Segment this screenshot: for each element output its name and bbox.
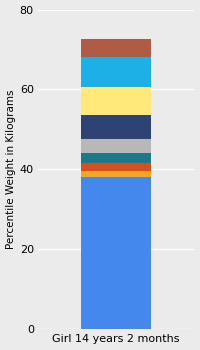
Y-axis label: Percentile Weight in Kilograms: Percentile Weight in Kilograms (6, 90, 16, 249)
Bar (81, 116, 151, 139)
Bar (81, 88, 151, 116)
Bar (81, 40, 151, 57)
Bar (81, 177, 151, 329)
Bar (81, 139, 151, 153)
Bar (81, 153, 151, 163)
Bar (81, 163, 151, 171)
Bar (81, 57, 151, 88)
Bar (81, 171, 151, 177)
